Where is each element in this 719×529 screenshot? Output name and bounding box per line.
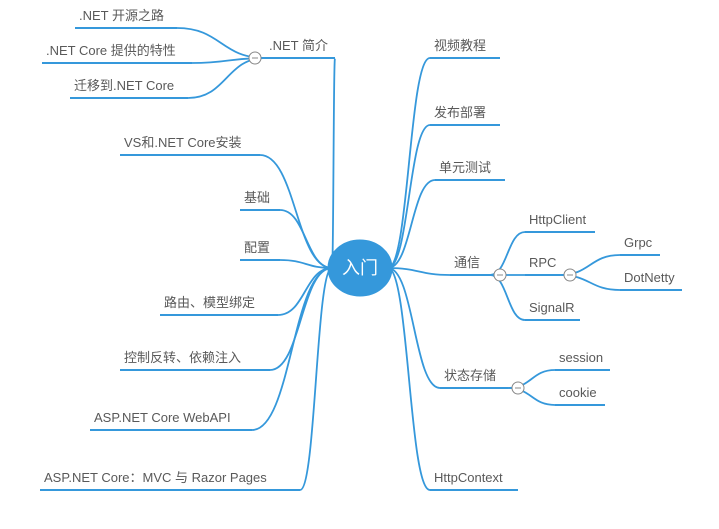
edge [490,275,525,320]
edge [332,58,335,268]
node-rpc[interactable]: RPC [525,255,576,281]
node-label: VS和.NET Core安装 [124,135,242,150]
node-label: 发布部署 [434,105,486,120]
node-vs-install[interactable]: VS和.NET Core安装 [120,135,260,155]
node-net-features[interactable]: .NET Core 提供的特性 [42,43,192,63]
center-label: 入门 [342,258,378,278]
edge [490,232,525,275]
node-net-migrate[interactable]: 迁移到.NET Core [70,78,188,98]
node-label: SignalR [529,300,575,315]
node-webapi[interactable]: ASP.NET Core WebAPI [90,410,252,430]
node-label: HttpClient [529,212,586,227]
node-label: 基础 [244,190,270,205]
node-label: 视频教程 [434,38,486,53]
mindmap-canvas: .NET 简介 .NET 开源之路 .NET Core 提供的特性迁移到.NET C… [0,0,719,529]
node-net-open[interactable]: .NET 开源之路 [75,8,177,28]
node-label: 路由、模型绑定 [164,295,255,310]
node-deploy[interactable]: 发布部署 [430,105,500,125]
node-signalr[interactable]: SignalR [525,300,580,320]
edge [280,210,332,268]
node-label: 控制反转、依赖注入 [124,350,241,365]
edge [388,58,430,268]
edge [388,180,435,268]
edge [388,268,430,490]
node-label: HttpContext [434,470,503,485]
node-label: 配置 [244,240,270,255]
node-ioc[interactable]: 控制反转、依赖注入 [120,350,270,370]
node-label: 状态存储 [444,368,496,383]
node-routing[interactable]: 路由、模型绑定 [160,295,278,315]
node-session[interactable]: session [555,350,610,370]
node-label: Grpc [624,235,653,250]
node-httpclient[interactable]: HttpClient [525,212,595,232]
edge [260,155,332,268]
node-httpcontext[interactable]: HttpContext [430,470,518,490]
node-label: DotNetty [624,270,675,285]
node-label: session [559,350,603,365]
edge [252,268,332,430]
edge [270,268,332,370]
node-net-intro[interactable]: .NET 简介 [249,38,335,64]
edge [388,268,440,388]
node-label: 单元测试 [439,160,491,175]
node-cookie[interactable]: cookie [555,385,605,405]
node-basics[interactable]: 基础 [240,190,280,210]
edge [280,260,332,268]
node-video[interactable]: 视频教程 [430,38,500,58]
node-label: .NET 简介 [269,38,328,53]
node-mvc-razor[interactable]: ASP.NET Core：MVC 与 Razor Pages [40,470,300,490]
node-label: cookie [559,385,597,400]
node-grpc[interactable]: Grpc [620,235,660,255]
edge [388,125,430,268]
node-label: .NET Core 提供的特性 [46,43,176,58]
node-label: 通信 [454,255,480,270]
node-label: ASP.NET Core：MVC 与 Razor Pages [44,470,267,485]
node-unittest[interactable]: 单元测试 [435,160,505,180]
node-label: RPC [529,255,556,270]
node-label: ASP.NET Core WebAPI [94,410,231,425]
node-comm[interactable]: 通信 [450,255,506,281]
node-label: .NET 开源之路 [79,8,164,23]
node-label: 迁移到.NET Core [74,78,174,93]
node-state[interactable]: 状态存储 [440,368,524,394]
node-dotnetty[interactable]: DotNetty [620,270,682,290]
node-config[interactable]: 配置 [240,240,280,260]
center-node[interactable]: 入门 [328,240,392,296]
